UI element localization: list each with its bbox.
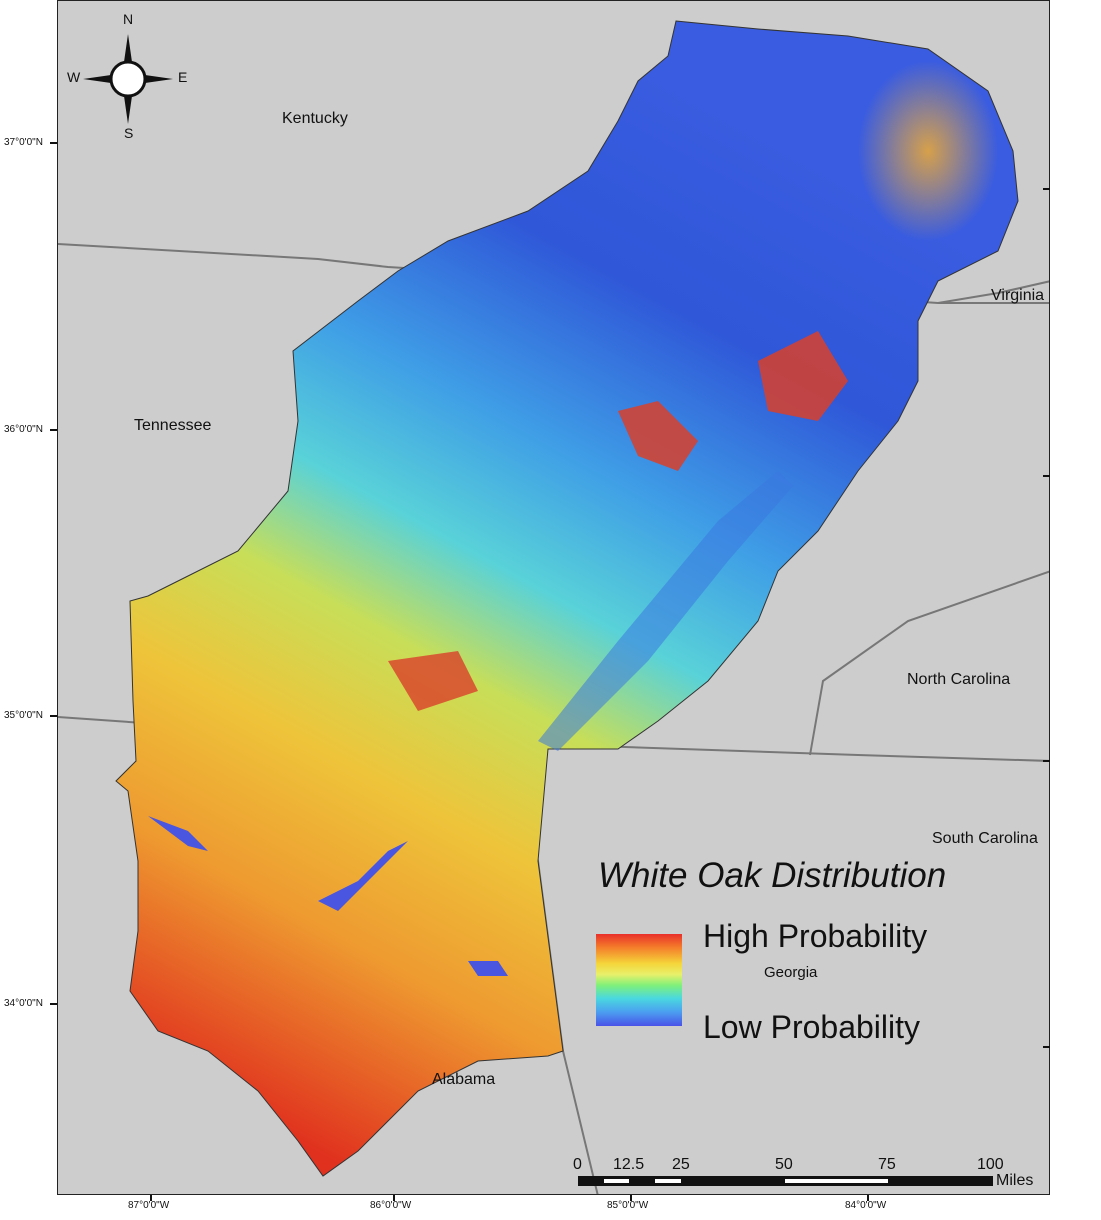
ne-orange-zone <box>858 61 998 241</box>
central-red-ridge <box>618 401 698 471</box>
compass-e: E <box>178 69 188 85</box>
lat-label-37: 37°0'0"N <box>4 137 43 148</box>
legend-low-label: Low Probability <box>703 1009 920 1045</box>
lon-tick-86 <box>393 1195 395 1201</box>
lon-tick-85 <box>630 1195 632 1201</box>
scale-tick-25: 25 <box>672 1156 690 1173</box>
scale-tick-0: 0 <box>573 1156 582 1173</box>
label-alabama: Alabama <box>432 1071 496 1088</box>
scale-bar-graphic <box>578 1176 993 1186</box>
lat-tick-36 <box>50 429 57 431</box>
east-red-zone <box>758 331 848 421</box>
map-frame: N S W E Kentucky Virginia Tennessee Nort… <box>57 0 1050 1195</box>
compass-s: S <box>124 125 134 141</box>
legend-color-ramp <box>596 934 682 1026</box>
lat-label-34: 34°0'0"N <box>4 998 43 1009</box>
lon-tick-84 <box>867 1195 869 1201</box>
scale-tick-100: 100 <box>977 1156 1004 1173</box>
lon-label-84: 84°0'0"W <box>845 1200 887 1211</box>
va-boundary <box>937 280 1049 304</box>
scale-tick-12-5: 12.5 <box>613 1156 645 1173</box>
compass-rose-icon <box>83 34 173 124</box>
lon-label-85: 85°0'0"W <box>607 1200 649 1211</box>
lat-tick-37 <box>50 142 57 144</box>
scale-tick-50: 50 <box>775 1156 793 1173</box>
lat-tick-35 <box>50 715 57 717</box>
lon-label-86: 86°0'0"W <box>370 1200 412 1211</box>
lat-label-36: 36°0'0"N <box>4 424 43 435</box>
nc-boundary <box>809 570 1049 756</box>
valley-blue-band <box>538 471 793 751</box>
label-virginia: Virginia <box>991 287 1045 304</box>
legend-high-label: High Probability <box>703 918 928 954</box>
label-georgia: Georgia <box>764 964 818 981</box>
label-kentucky: Kentucky <box>282 110 348 127</box>
label-south-carolina: South Carolina <box>932 830 1038 847</box>
right-tick-2 <box>1043 475 1050 477</box>
right-tick-4 <box>1043 1046 1050 1048</box>
white-oak-probability-surface <box>115 20 1019 1177</box>
lake-features <box>148 816 508 976</box>
scale-unit: Miles <box>996 1172 1034 1189</box>
lon-label-87: 87°0'0"W <box>128 1200 170 1211</box>
compass-n: N <box>123 11 134 27</box>
north-arrow: N S W E <box>67 11 187 141</box>
map-canvas <box>58 1 1049 1194</box>
lon-tick-87 <box>150 1195 152 1201</box>
scale-tick-75: 75 <box>878 1156 896 1173</box>
lat-label-35: 35°0'0"N <box>4 710 43 721</box>
label-tennessee: Tennessee <box>134 417 212 434</box>
compass-w: W <box>67 69 81 85</box>
right-tick-1 <box>1043 188 1050 190</box>
label-north-carolina: North Carolina <box>907 671 1011 688</box>
southern-red-zone <box>388 651 478 711</box>
legend-title: White Oak Distribution <box>598 856 947 895</box>
lat-tick-34 <box>50 1003 57 1005</box>
right-tick-3 <box>1043 760 1050 762</box>
